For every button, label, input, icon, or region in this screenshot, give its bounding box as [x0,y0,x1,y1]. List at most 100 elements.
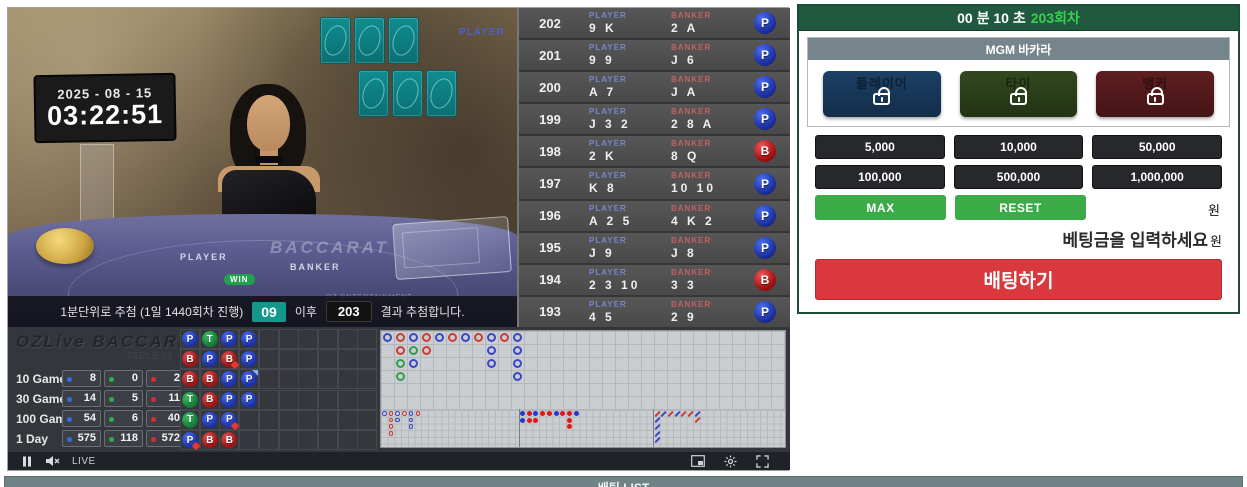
bigroad-mark-p [382,332,392,342]
result-round: 196 [539,208,561,224]
smallroad-mark-b [526,417,532,423]
bead-cell [317,409,338,430]
bigroad-mark-t [395,371,405,381]
stat-pill-t: 5 [104,390,143,407]
smallroad-mark-b [566,424,572,430]
stat-pill-t: 118 [104,430,143,447]
draw-info-overlay: 1분단위로 추첨 (1일 1440회차 진행) 09 이후 203 결과 추첨합… [8,296,517,327]
result-round: 197 [539,176,561,192]
draw-info-middle: 이후 [294,305,317,319]
stat-value-b: 11 [168,392,180,404]
bead-cell [357,409,378,430]
stat-dot-b [151,397,156,402]
place-bet-button[interactable]: 배팅하기 [815,259,1222,300]
card-shoe [392,216,512,280]
bigroad-mark-p [486,345,496,355]
big-road [381,331,785,410]
reset-button[interactable]: RESET [955,195,1086,220]
bead-cell [337,430,358,450]
bead-cell [317,389,338,410]
bigeye-mark-b [388,424,394,429]
chip-button-500000[interactable]: 500,000 [953,165,1084,189]
bead-cell [317,369,338,390]
result-banker-col: BANKER 3 3 [671,267,755,297]
result-round: 194 [539,272,561,288]
bigroad-mark-p [486,332,496,342]
player-header: PLAYER [589,235,627,245]
cockroach-mark-p [673,410,681,417]
banker-cards: 2 9 [671,309,697,324]
banker-header: BANKER [671,43,712,53]
bigroad-mark-p [512,332,522,342]
result-player-col: PLAYER A 7 [589,74,671,104]
bigeye-mark-p [382,411,387,416]
result-player-col: PLAYER A 2 5 [589,203,671,233]
bead-cell [278,369,299,390]
stat-pill-p: 54 [62,410,101,427]
bet-player-button[interactable]: 플레이어 [823,71,941,117]
result-banker-col: BANKER 10 10 [671,170,755,200]
bet-amount-input[interactable] [948,231,1209,251]
lock-icon [1146,87,1164,105]
video-clock: 03:22:51 [46,99,164,132]
bigeye-mark-b [402,411,407,416]
stat-dot-p [67,397,72,402]
pip-icon[interactable] [691,455,705,467]
bigroad-mark-b [421,332,431,342]
banker-cards: 8 Q [671,149,700,164]
chip-button-5000[interactable]: 5,000 [815,135,945,159]
stat-dot-t [109,377,114,382]
result-badge-p: P [754,300,776,323]
bead-cell [258,369,279,390]
chip-button-1000000[interactable]: 1,000,000 [1092,165,1222,189]
cockroach-mark-b [687,410,694,417]
result-banker-col: BANKER 4 K 2 [671,203,755,233]
banker-header: BANKER [671,11,712,20]
fullscreen-icon[interactable] [756,454,769,468]
live-game-block: PLAYER BANKER 2025 - 08 - 15 03:22:51 BA… [7,7,790,471]
chip-button-100000[interactable]: 100,000 [815,165,945,189]
bigroad-mark-b [473,332,483,342]
bead-cell [239,430,260,450]
result-banker-col: BANKER 2 A [671,10,755,40]
bead-cell [337,389,358,410]
bet-banker-label: 뱅커 [1142,76,1169,91]
bet-player-label: 플레이어 [855,76,908,91]
bead-cell [317,430,338,450]
stat-value-b: 2 [173,372,180,384]
smallroad-mark-b [540,411,546,416]
bead-cell [357,349,378,370]
stat-dot-t [109,437,114,442]
max-button[interactable]: MAX [815,195,946,220]
smallroad-mark-b [566,411,572,416]
bead-cell [357,329,378,349]
bead-cell [278,430,299,450]
player-header: PLAYER [589,299,627,309]
banker-cards: J 6 [671,53,697,68]
bead-mark-b: B [201,391,218,408]
chip-button-50000[interactable]: 50,000 [1092,135,1222,159]
bet-tie-button[interactable]: 타이 [959,71,1078,117]
bead-cell [278,409,299,430]
volume-muted-icon[interactable] [46,455,60,467]
currency-suffix: 원 [1210,234,1222,249]
banker-cards: 2 8 A [671,117,715,132]
bead-mark-p: P [241,331,258,347]
stat-pill-b: 572 [146,430,185,447]
dealer-choker [255,156,283,163]
smallroad-mark-b [560,411,566,416]
pause-icon[interactable] [22,456,32,467]
betting-panel: 00 분 10 초 203회차 MGM 바카라 플레이어 타이 뱅커 5,000 10… [797,4,1240,314]
player-cards: J 9 [589,245,615,260]
chip-button-10000[interactable]: 10,000 [953,135,1084,159]
bead-cell [337,329,358,349]
bead-mark-p: P [221,411,240,431]
bet-banker-button[interactable]: 뱅커 [1096,71,1215,117]
results-list: 202 PLAYER 9 K BANKER 2 A P 201 PLAYER 9 9 BANKER… [517,8,790,327]
table-win-badge: WIN [224,274,255,285]
bead-cell [258,389,279,410]
settings-icon[interactable] [724,455,737,468]
